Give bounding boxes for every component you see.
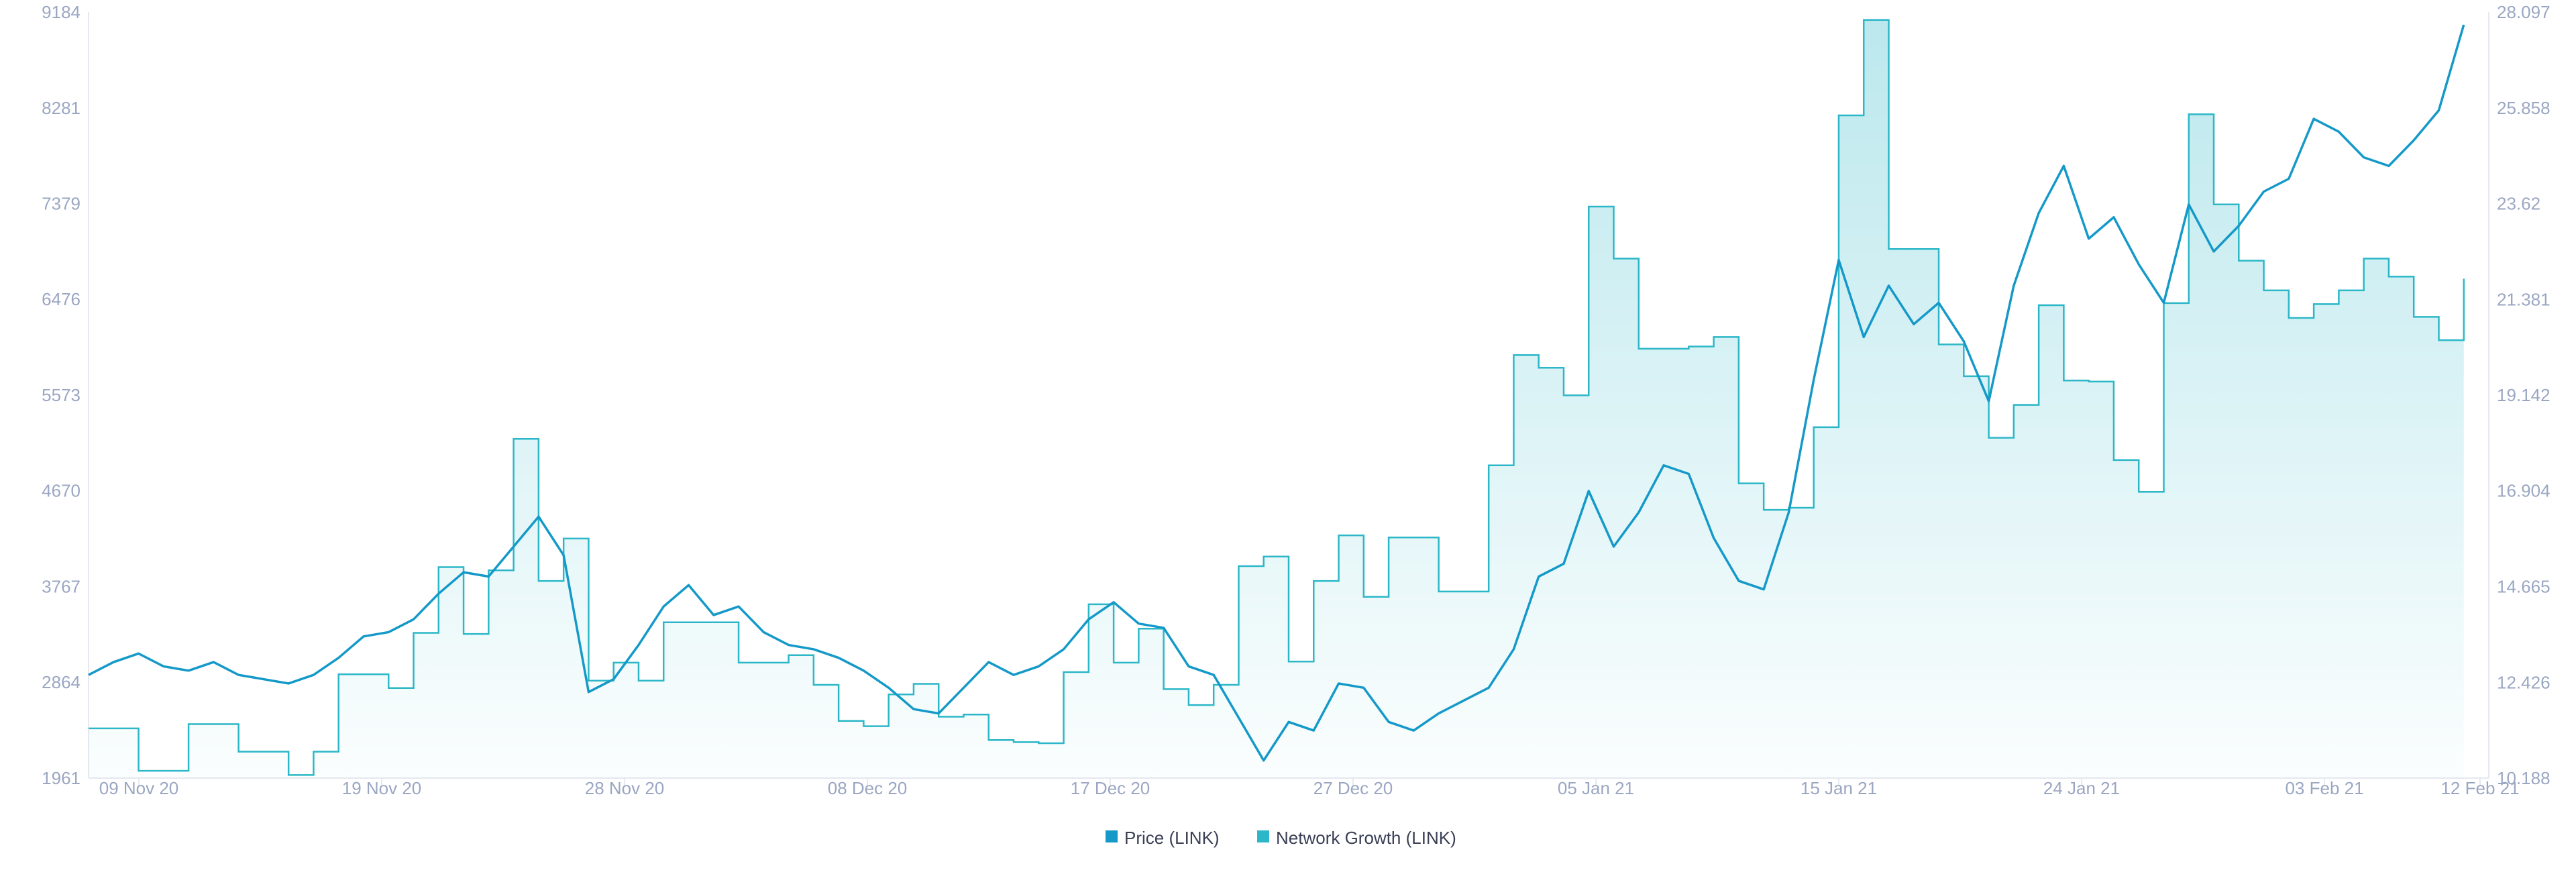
left-tick-label: 1961 [42, 768, 80, 788]
right-tick-label: 25.858 [2497, 98, 2551, 118]
right-tick-label: 21.381 [2497, 289, 2551, 309]
left-tick-label: 6476 [42, 289, 80, 309]
left-tick-label: 9184 [42, 2, 80, 22]
left-tick-label: 5573 [42, 385, 80, 405]
left-tick-label: 3767 [42, 576, 80, 596]
legend-label: Price (LINK) [1124, 828, 1220, 848]
right-tick-label: 12.426 [2497, 672, 2551, 692]
x-tick-label: 24 Jan 21 [2043, 778, 2120, 798]
network-growth-area-fill [89, 19, 2464, 779]
price-line [88, 24, 2465, 762]
right-tick-label: 19.142 [2497, 385, 2551, 405]
left-tick-label: 2864 [42, 672, 80, 692]
left-tick-label: 7379 [42, 193, 80, 213]
legend: Price (LINK) Network Growth (LINK) [1106, 828, 1456, 848]
x-tick-label: 05 Jan 21 [1558, 778, 1634, 798]
x-axis-tick-labels: 09 Nov 20 19 Nov 20 28 Nov 20 08 Dec 20 17 D… [99, 778, 2520, 798]
legend-label: Network Growth (LINK) [1276, 828, 1456, 848]
x-tick-label: 08 Dec 20 [828, 778, 908, 798]
right-tick-label: 10.188 [2497, 768, 2551, 788]
right-tick-label: 14.665 [2497, 577, 2551, 597]
x-tick-label: 27 Dec 20 [1313, 778, 1393, 798]
right-tick-label: 23.62 [2497, 193, 2540, 213]
left-tick-label: 8281 [42, 98, 80, 118]
x-tick-label: 15 Jan 21 [1801, 778, 1877, 798]
right-tick-label: 16.904 [2497, 481, 2551, 501]
x-tick-label: 28 Nov 20 [585, 778, 665, 798]
x-tick-label: 19 Nov 20 [342, 778, 422, 798]
left-tick-label: 4670 [42, 481, 80, 501]
right-tick-label: 28.097 [2497, 2, 2551, 22]
x-tick-label: 12 Feb 21 [2440, 778, 2519, 798]
legend-swatch [1106, 830, 1118, 842]
x-tick-label: 17 Dec 20 [1071, 778, 1150, 798]
legend-swatch [1257, 830, 1269, 842]
price-series [88, 24, 2465, 762]
x-tick-label: 09 Nov 20 [99, 778, 179, 798]
left-axis-tick-labels: 9184 8281 7379 6476 5573 4670 3767 2864 1961 [42, 2, 80, 788]
network-growth-series [88, 19, 2465, 779]
x-tick-label: 03 Feb 21 [2285, 778, 2363, 798]
right-axis-tick-labels: 28.097 25.858 23.62 21.381 19.142 16.904 14.66… [2497, 2, 2551, 788]
